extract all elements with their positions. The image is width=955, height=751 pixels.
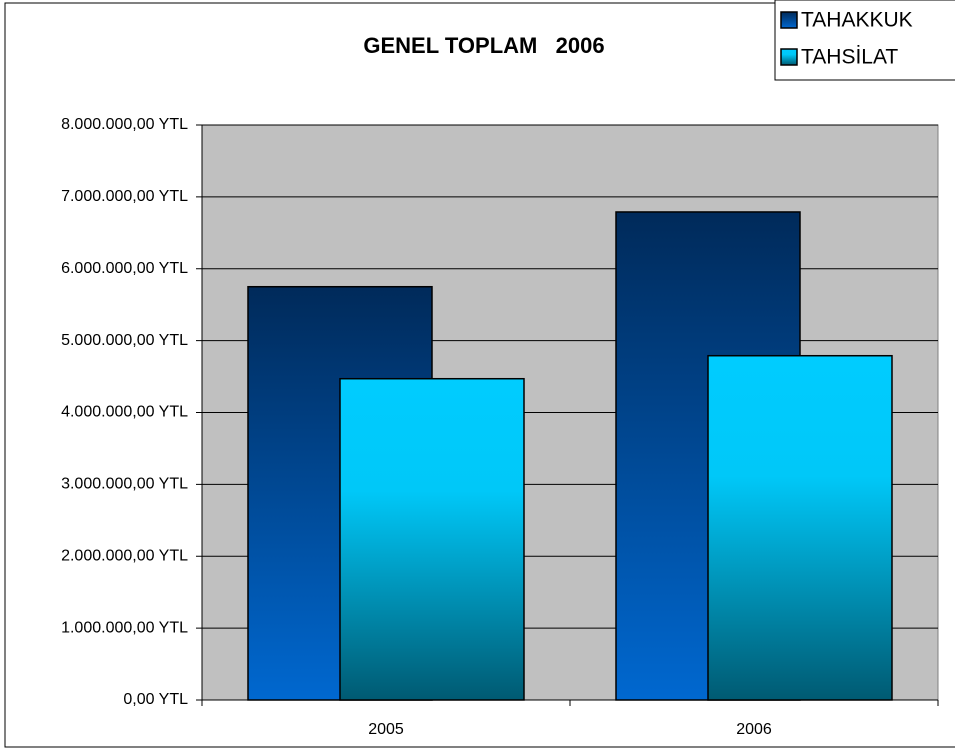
y-tick-label: 5.000.000,00 YTL [61,332,188,349]
y-tick-label: 0,00 YTL [123,691,188,708]
bar [339,377,525,701]
legend-swatch [780,48,798,66]
y-tick-label: 2.000.000,00 YTL [61,547,188,564]
y-tick-label: 3.000.000,00 YTL [61,476,188,493]
legend-label: TAHSİLAT [801,46,898,69]
x-tick-label: 2005 [368,721,404,738]
y-tick-label: 4.000.000,00 YTL [61,404,188,421]
y-tick-label: 7.000.000,00 YTL [61,188,188,205]
y-tick-label: 8.000.000,00 YTL [61,116,188,133]
legend-swatch [780,11,798,29]
legend-label: TAHAKKUK [801,9,913,32]
y-tick-label: 1.000.000,00 YTL [61,619,188,636]
bar [707,354,893,701]
y-tick-label: 6.000.000,00 YTL [61,260,188,277]
chart-title: GENEL TOPLAM 2006 [363,33,604,58]
legend-box [774,0,955,81]
x-tick-label: 2006 [736,721,772,738]
